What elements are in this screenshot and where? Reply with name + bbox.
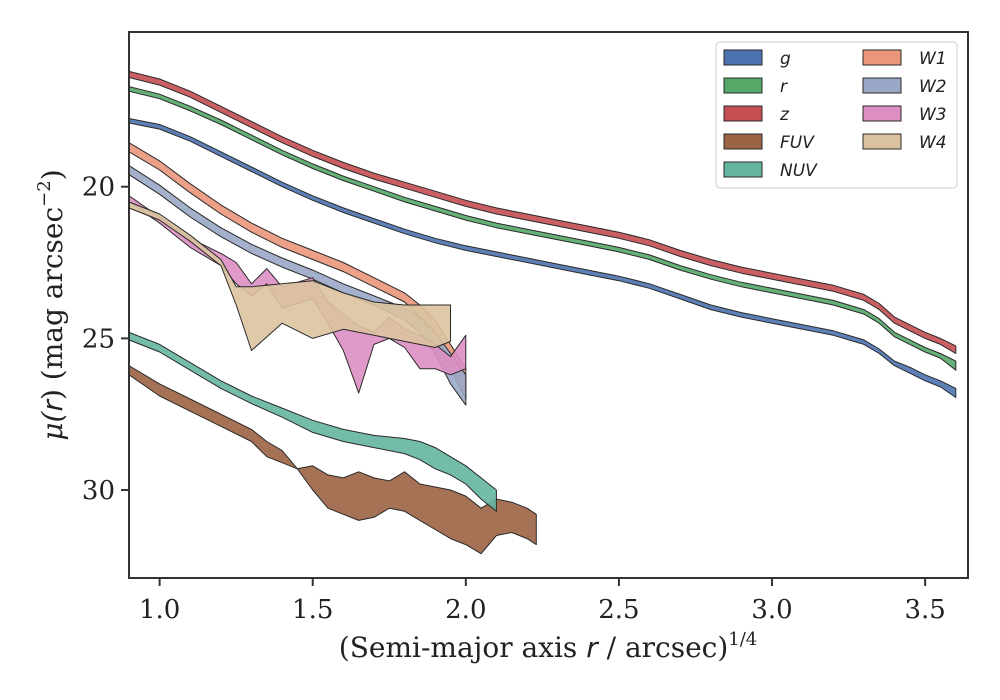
- legend-label-r: r: [780, 77, 788, 97]
- x-axis: 1.0 1.5 2.0 2.5 3.0 3.5: [139, 578, 946, 625]
- legend-swatch-fuv: [723, 133, 763, 150]
- legend-label-w2: W2: [919, 77, 947, 97]
- y-tick-label: 25: [82, 324, 115, 354]
- legend-label-w3: W3: [919, 105, 947, 125]
- legend-label-z: z: [779, 105, 790, 125]
- legend-swatch-w4: [862, 133, 902, 150]
- series-band-z: [129, 70, 957, 354]
- series-band-fuv: [129, 365, 537, 555]
- y-tick-label: 20: [82, 173, 115, 203]
- legend-swatch-nuv: [723, 161, 763, 178]
- plot-frame: [128, 31, 969, 579]
- y-axis-label: μ(r) (mag arcsec−2): [34, 169, 69, 440]
- legend-swatch-w2: [862, 77, 902, 94]
- series-layer: [129, 70, 957, 555]
- legend-label-g: g: [780, 49, 791, 69]
- y-tick-label: 30: [82, 476, 115, 506]
- x-tick-label: 1.5: [292, 595, 333, 625]
- series-band-w4: [129, 201, 451, 351]
- x-tick-label: 3.5: [904, 595, 945, 625]
- legend-swatch-w1: [862, 49, 902, 66]
- legend-swatch-z: [723, 105, 763, 122]
- legend-label-fuv: FUV: [780, 133, 815, 153]
- x-tick-label: 1.0: [139, 595, 180, 625]
- series-band-g: [129, 118, 957, 398]
- x-tick-label: 2.0: [445, 595, 486, 625]
- series-band-w2: [129, 165, 467, 406]
- legend: grz FUV NUV W1 W2 W3 W4: [715, 41, 958, 189]
- x-tick-label: 2.5: [598, 595, 639, 625]
- legend-swatch-g: [723, 49, 763, 66]
- legend-label-w1: W1: [919, 49, 947, 69]
- legend-label-nuv: NUV: [780, 161, 818, 181]
- legend-label-w4: W4: [919, 133, 947, 153]
- legend-swatch-w3: [862, 105, 902, 122]
- x-tick-label: 3.0: [751, 595, 792, 625]
- legend-swatch-r: [723, 77, 763, 94]
- x-axis-label: (Semi-major axis r / arcsec)1/4: [339, 629, 757, 664]
- y-axis: 20 25 30: [82, 173, 129, 506]
- series-band-nuv: [129, 331, 497, 512]
- series-band-r: [129, 86, 957, 371]
